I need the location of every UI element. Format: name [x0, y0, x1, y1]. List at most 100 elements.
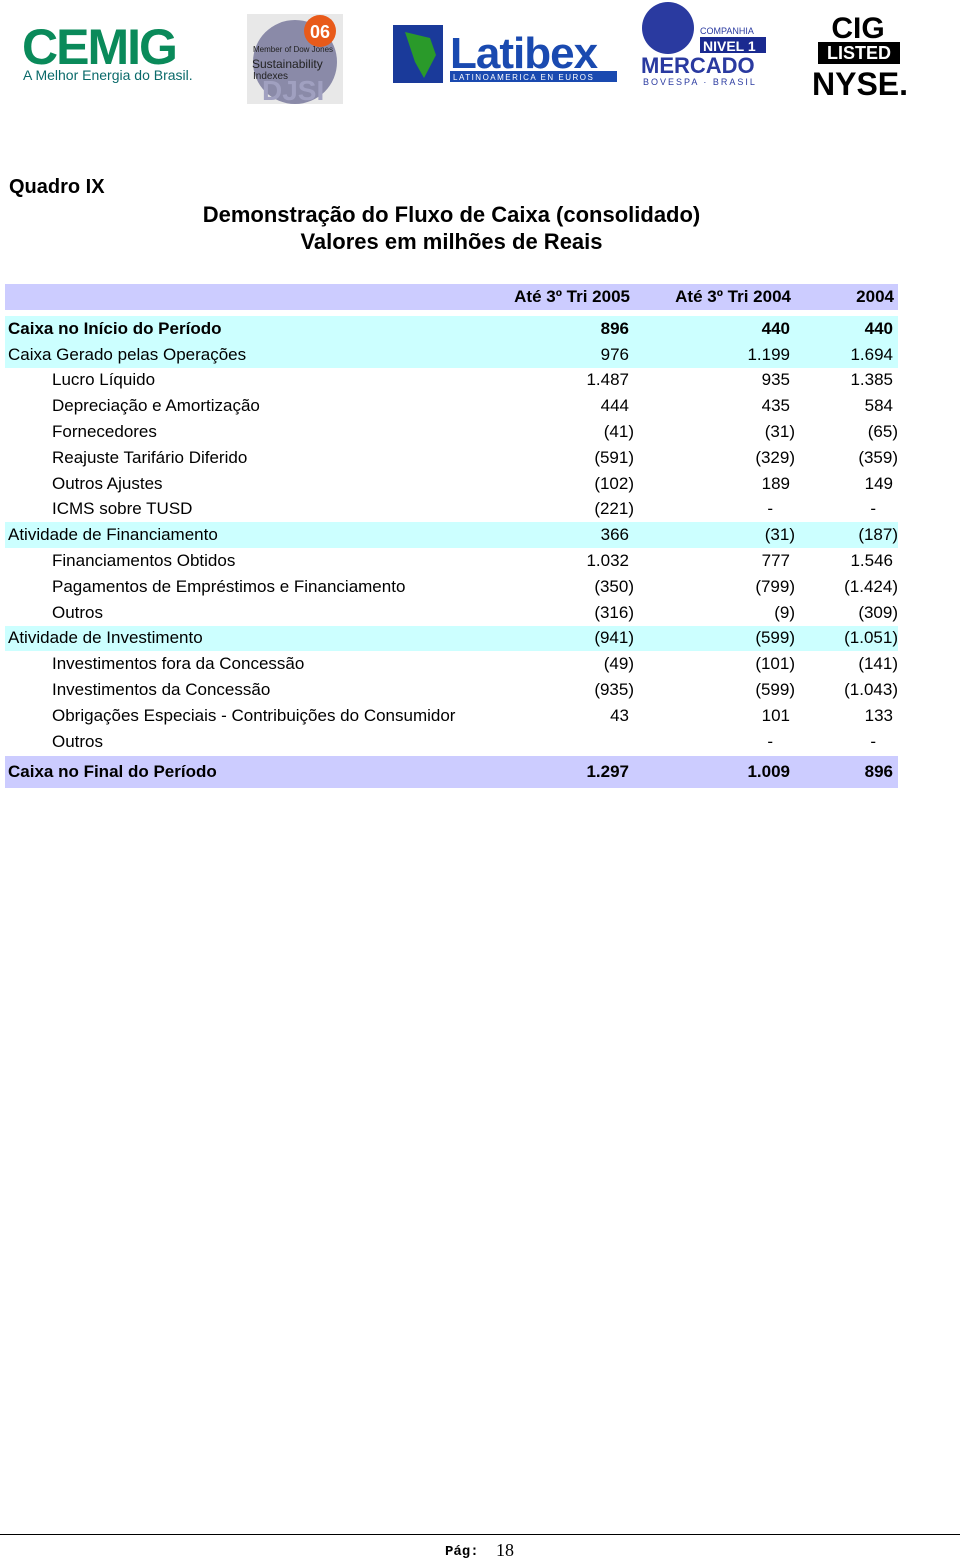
latibex-band: [450, 71, 617, 82]
row-label: Atividade de Investimento: [5, 625, 499, 652]
value-cell: (102): [594, 473, 634, 493]
value-cell: -: [870, 499, 876, 519]
title-block: Demonstração do Fluxo de Caixa (consolid…: [5, 201, 898, 255]
value-cell: (309): [858, 602, 898, 622]
value-cell: 440: [634, 316, 795, 342]
value-cell: 43: [610, 705, 629, 725]
value-cell: (316): [594, 602, 634, 622]
row-label: Depreciação e Amortização: [52, 396, 260, 416]
table-row: Atividade de Investimento (941) (599) (1.05…: [5, 625, 898, 652]
table-row: Lucro Líquido 1.487 935 1.385: [5, 368, 898, 394]
logo-bar: CEMIG A Melhor Energia do Brasil. 06 Mem…: [22, 2, 908, 106]
bovespa-logo: COMPANHIA NIVEL 1 MERCADO BOVESPA · BRAS…: [641, 2, 766, 87]
table-row: Atividade de Financiamento 366 (31) (187): [5, 522, 898, 549]
djsi-indexes: Indexes: [253, 71, 288, 82]
value-cell: 189: [761, 473, 790, 493]
table-row: ICMS sobre TUSD (221) - -: [5, 497, 898, 523]
value-cell: (101): [755, 654, 795, 674]
value-cell: 1.546: [850, 551, 893, 571]
table-row: Caixa no Início do Período 896 440 440: [5, 316, 898, 342]
value-cell: 435: [761, 396, 790, 416]
table-row: Outros - -: [5, 729, 898, 755]
table-row: Investimentos da Concessão (935) (599) (1.0…: [5, 677, 898, 703]
row-label: Caixa no Final do Período: [5, 755, 499, 788]
nyse-listed-bg: [818, 42, 900, 64]
column-header: Até 3º Tri 2005: [499, 284, 634, 310]
table-row: Financiamentos Obtidos 1.032 777 1.546: [5, 548, 898, 574]
value-cell: (359): [858, 447, 898, 467]
value-cell: (1.051): [795, 625, 898, 652]
value-cell: -: [870, 731, 876, 751]
nyse-ticker: CIG: [831, 12, 884, 45]
spacer: [5, 310, 898, 316]
value-cell: (65): [867, 422, 898, 442]
value-cell: 1.487: [586, 370, 629, 390]
value-cell: 1.032: [586, 551, 629, 571]
subtitle: Valores em milhões de Reais: [300, 229, 603, 254]
header-blank: [5, 284, 499, 310]
value-cell: (599): [755, 680, 795, 700]
table-row: Depreciação e Amortização 444 435 584: [5, 393, 898, 419]
value-cell: (141): [858, 654, 898, 674]
djsi-year: 06: [310, 22, 330, 42]
cemig-logo: CEMIG A Melhor Energia do Brasil.: [22, 19, 193, 83]
section-label: Quadro IX: [9, 176, 105, 198]
cemig-name: CEMIG: [22, 19, 176, 75]
value-cell: 777: [761, 551, 790, 571]
value-cell: 1.199: [634, 341, 795, 368]
value-cell: 935: [761, 370, 790, 390]
value-cell: [499, 729, 634, 755]
row-label: Pagamentos de Empréstimos e Financiament…: [52, 576, 406, 596]
table-row: Pagamentos de Empréstimos e Financiament…: [5, 574, 898, 600]
column-header: Até 3º Tri 2004: [634, 284, 795, 310]
value-cell: -: [767, 499, 773, 519]
value-cell: (9): [774, 602, 795, 622]
row-label: Financiamentos Obtidos: [52, 551, 236, 571]
header-row: Até 3º Tri 2005 Até 3º Tri 2004 2004: [5, 284, 898, 310]
value-cell: (31): [764, 422, 795, 442]
bovespa-tagline: BOVESPA · BRASIL: [643, 77, 757, 87]
bovespa-level: NIVEL 1: [703, 38, 756, 54]
bovespa-market: MERCADO: [641, 53, 755, 78]
value-cell: (941): [499, 625, 634, 652]
djsi-index: Sustainability: [252, 57, 323, 71]
djsi-logo: 06 Member of Dow Jones Sustainability In…: [247, 14, 343, 106]
value-cell: (1.043): [844, 680, 898, 700]
value-cell: (799): [755, 576, 795, 596]
table-row: Caixa Gerado pelas Operações 976 1.199 1.69…: [5, 341, 898, 368]
table-row: Fornecedores (41) (31) (65): [5, 419, 898, 445]
value-cell: (41): [603, 422, 634, 442]
nyse-listed: LISTED: [827, 43, 891, 63]
row-label: Outros: [52, 602, 104, 622]
value-cell: 101: [761, 705, 790, 725]
value-cell: 444: [600, 396, 629, 416]
row-label: Caixa no Início do Período: [5, 316, 499, 342]
page-number: 18: [496, 1540, 514, 1560]
latibex-name: Latibex: [450, 29, 599, 78]
value-cell: (49): [603, 654, 634, 674]
row-label: Outros: [52, 731, 104, 751]
value-cell: 366: [499, 522, 634, 549]
row-label: ICMS sobre TUSD: [52, 499, 193, 519]
table-row: Outros Ajustes (102) 189 149: [5, 471, 898, 497]
value-cell: (350): [594, 576, 634, 596]
row-label: Fornecedores: [52, 422, 157, 442]
table-row: Investimentos fora da Concessão (49) (101)…: [5, 651, 898, 677]
djsi-badge: [304, 15, 336, 47]
bovespa-company: COMPANHIA: [700, 26, 754, 36]
latibex-logo: Latibex LATINOAMERICA EN EUROS: [393, 25, 617, 83]
row-label: Lucro Líquido: [52, 370, 156, 390]
cash-flow-table: Até 3º Tri 2005 Até 3º Tri 2004 2004 Caixa …: [5, 284, 898, 788]
value-cell: 1.385: [850, 370, 893, 390]
footer-label: Pág:: [445, 1544, 479, 1560]
table-row: Outros (316) (9) (309): [5, 600, 898, 626]
latibex-tagline: LATINOAMERICA EN EUROS: [453, 73, 594, 82]
value-cell: 1.297: [499, 755, 634, 788]
row-label: Caixa Gerado pelas Operações: [5, 341, 499, 368]
footer-rule: [0, 1534, 960, 1535]
total-row: Caixa no Final do Período 1.297 1.009 896: [5, 755, 898, 788]
row-label: Investimentos da Concessão: [52, 680, 271, 700]
value-cell: (329): [755, 447, 795, 467]
nyse-exchange: NYSE.: [812, 66, 908, 102]
